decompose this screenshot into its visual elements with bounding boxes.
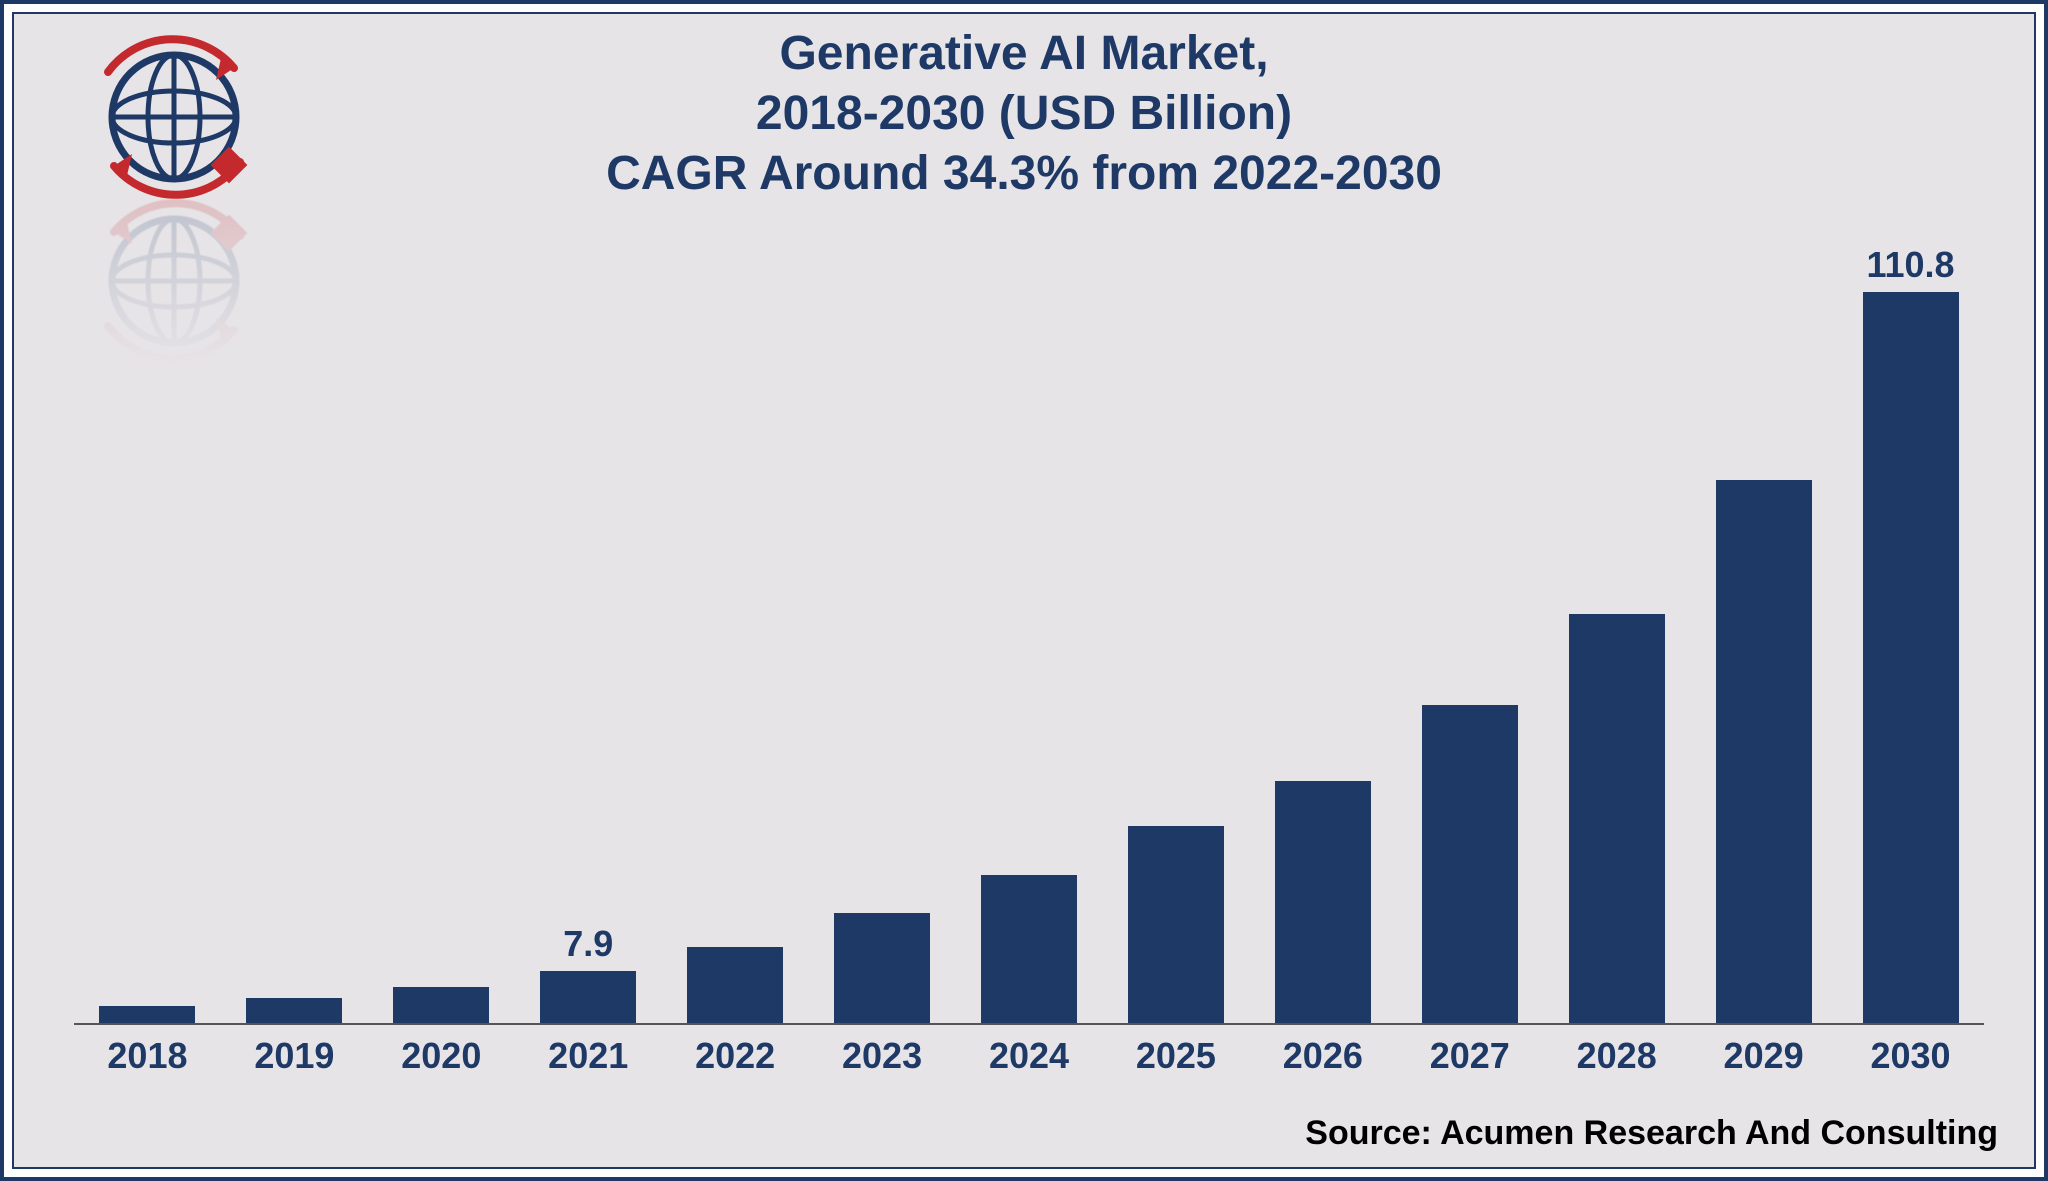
bar — [246, 998, 342, 1023]
x-axis-labels: 2018201920202021202220232024202520262027… — [74, 1029, 1984, 1077]
bar — [1863, 292, 1959, 1023]
bar-slot — [1690, 264, 1837, 1023]
source-attribution: Source: Acumen Research And Consulting — [1305, 1114, 1998, 1153]
x-axis-label: 2023 — [809, 1035, 956, 1077]
outer-frame: Generative AI Market, 2018-2030 (USD Bil… — [0, 0, 2048, 1181]
x-axis-label: 2018 — [74, 1035, 221, 1077]
bar — [1569, 614, 1665, 1023]
bar-slot — [956, 264, 1103, 1023]
bar-row: 7.9 110.8 — [74, 264, 1984, 1023]
x-axis-line — [74, 1023, 1984, 1025]
title-line-3: CAGR Around 34.3% from 2022-2030 — [14, 144, 2034, 204]
chart-title: Generative AI Market, 2018-2030 (USD Bil… — [14, 24, 2034, 204]
x-axis-label: 2028 — [1543, 1035, 1690, 1077]
bar — [540, 971, 636, 1023]
bar-slot: 7.9 — [515, 264, 662, 1023]
bar-value-label: 7.9 — [563, 923, 613, 965]
x-axis-label: 2030 — [1837, 1035, 1984, 1077]
bar — [981, 875, 1077, 1023]
x-axis-label: 2025 — [1102, 1035, 1249, 1077]
bar — [1716, 480, 1812, 1023]
title-line-1: Generative AI Market, — [14, 24, 2034, 84]
bar-slot — [221, 264, 368, 1023]
bar — [834, 913, 930, 1023]
bar-slot — [368, 264, 515, 1023]
bar-slot: 110.8 — [1837, 264, 1984, 1023]
x-axis-label: 2019 — [221, 1035, 368, 1077]
bar-value-label: 110.8 — [1866, 244, 1954, 286]
bar — [393, 987, 489, 1023]
bar-chart: 7.9110.8 2018201920202021202220232024202… — [74, 264, 1984, 1077]
bar-slot — [1102, 264, 1249, 1023]
bar — [1275, 781, 1371, 1023]
bar-slot — [662, 264, 809, 1023]
x-axis-label: 2029 — [1690, 1035, 1837, 1077]
bar — [687, 947, 783, 1023]
bar-slot — [1543, 264, 1690, 1023]
x-axis-label: 2024 — [956, 1035, 1103, 1077]
bar — [1128, 826, 1224, 1023]
title-line-2: 2018-2030 (USD Billion) — [14, 84, 2034, 144]
x-axis-label: 2022 — [662, 1035, 809, 1077]
bar-slot — [809, 264, 956, 1023]
bar-slot — [1249, 264, 1396, 1023]
bar-slot — [1396, 264, 1543, 1023]
x-axis-label: 2026 — [1249, 1035, 1396, 1077]
bar — [99, 1006, 195, 1023]
x-axis-label: 2020 — [368, 1035, 515, 1077]
chart-panel: Generative AI Market, 2018-2030 (USD Bil… — [12, 12, 2036, 1169]
x-axis-label: 2021 — [515, 1035, 662, 1077]
bar-slot — [74, 264, 221, 1023]
bar — [1422, 705, 1518, 1023]
x-axis-label: 2027 — [1396, 1035, 1543, 1077]
